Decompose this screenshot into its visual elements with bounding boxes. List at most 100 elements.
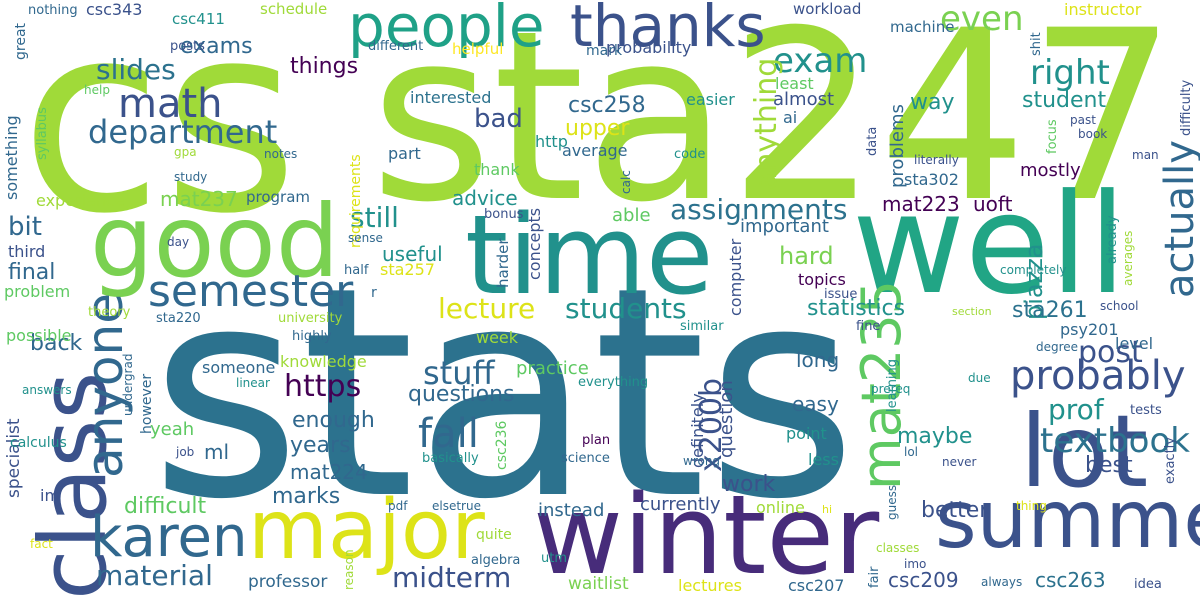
word-week: week bbox=[476, 328, 519, 347]
word-right: right bbox=[1030, 53, 1110, 93]
word-student: student bbox=[1022, 88, 1107, 113]
word-less: less bbox=[808, 450, 839, 469]
word-well: well bbox=[852, 164, 1127, 325]
word-marks: marks bbox=[272, 484, 341, 509]
word-calculus: calculus bbox=[10, 435, 67, 451]
word-average: average bbox=[562, 141, 628, 160]
word-enough: enough bbox=[292, 408, 375, 433]
word-gpa: gpa bbox=[174, 145, 197, 159]
word-actually: actually bbox=[1157, 140, 1200, 298]
word-university: university bbox=[278, 311, 343, 326]
word-calc: calc bbox=[619, 170, 633, 194]
word-mark: mark bbox=[586, 43, 623, 59]
word-waitlist: waitlist bbox=[568, 574, 629, 594]
word-practice: practice bbox=[516, 358, 589, 379]
word-machine: machine bbox=[890, 18, 955, 36]
word-basically: basically bbox=[422, 451, 479, 466]
word-past: past bbox=[1070, 113, 1096, 127]
word-thank: thank bbox=[474, 160, 520, 179]
word-man: man bbox=[1132, 148, 1159, 162]
word-bit: bit bbox=[8, 212, 42, 242]
word-imo: imo bbox=[904, 557, 927, 571]
word-back: back bbox=[30, 331, 83, 356]
word-science: science bbox=[561, 451, 610, 466]
word-r: r bbox=[371, 285, 377, 301]
word-uoft: uoft bbox=[973, 192, 1013, 216]
word-school: school bbox=[1100, 299, 1139, 313]
word-important: important bbox=[740, 216, 829, 237]
word-highly: highly bbox=[292, 329, 332, 344]
word-things: things bbox=[290, 54, 359, 79]
word-notes: notes bbox=[264, 147, 298, 161]
word-least: least bbox=[775, 74, 814, 93]
word-wrong: wrong bbox=[683, 454, 721, 468]
word-shit: shit bbox=[1029, 32, 1044, 56]
word-way: way bbox=[910, 90, 955, 115]
word-long: long bbox=[796, 348, 840, 372]
word-however: however bbox=[139, 373, 155, 434]
word-completely: completely bbox=[1000, 263, 1067, 277]
word-upper: upper bbox=[565, 116, 630, 141]
word-probably: probably bbox=[1010, 353, 1186, 399]
word-fall: fall bbox=[418, 411, 479, 457]
word-probability: probability bbox=[606, 38, 692, 57]
word-good: good bbox=[90, 183, 340, 300]
word-material: material bbox=[96, 559, 213, 592]
word-easy: easy bbox=[792, 392, 839, 416]
word-maybe: maybe bbox=[897, 424, 973, 449]
word-instructor: instructor bbox=[1064, 0, 1142, 19]
word-interested: interested bbox=[410, 88, 492, 107]
word-utm: utm bbox=[541, 551, 567, 566]
word-half: half bbox=[344, 263, 369, 278]
word-csc263: csc263 bbox=[1035, 568, 1106, 592]
word-final: final bbox=[8, 260, 56, 285]
word-possible: possible bbox=[6, 326, 72, 345]
word-summer: summer bbox=[935, 473, 1200, 566]
word-knowledge: knowledge bbox=[280, 352, 367, 371]
word-question: question bbox=[716, 380, 737, 458]
word-book: book bbox=[1078, 127, 1108, 141]
word-almost: almost bbox=[773, 89, 835, 110]
word-department: department bbox=[88, 113, 278, 151]
word-something: something bbox=[2, 115, 21, 200]
word-csc411: csc411 bbox=[172, 10, 225, 28]
word-problem: problem bbox=[4, 282, 71, 301]
word-csc207: csc207 bbox=[788, 576, 845, 595]
word-study: study bbox=[174, 170, 208, 184]
word-problems: problems bbox=[887, 104, 908, 188]
word-difficulty: difficulty bbox=[1179, 79, 1194, 136]
word-https: https bbox=[284, 369, 362, 404]
word-csc343: csc343 bbox=[86, 0, 143, 19]
word-plan: plan bbox=[582, 433, 611, 448]
word-questions: questions bbox=[408, 382, 515, 407]
word-great: great bbox=[13, 22, 29, 60]
word-experience: experience bbox=[36, 191, 125, 210]
word-thing: thing bbox=[1016, 499, 1047, 513]
word-math: math bbox=[118, 81, 223, 127]
word-tests: tests bbox=[1130, 403, 1162, 418]
word-easier: easier bbox=[686, 90, 735, 109]
word-useful: useful bbox=[382, 242, 443, 266]
word-even: even bbox=[940, 0, 1024, 39]
word-harder: harder bbox=[494, 238, 512, 288]
word-people: people bbox=[348, 0, 545, 60]
word-point: point bbox=[786, 424, 827, 443]
word-bad: bad bbox=[474, 104, 523, 134]
word-linear: linear bbox=[236, 376, 270, 390]
word-textbook: textbook bbox=[1040, 421, 1190, 461]
word-day: day bbox=[167, 235, 190, 249]
word-degree: degree bbox=[1036, 340, 1079, 354]
word-due: due bbox=[968, 371, 991, 385]
word-exam: exam bbox=[773, 41, 868, 81]
word-reason: reason bbox=[342, 549, 356, 590]
word-level: level bbox=[1115, 334, 1154, 353]
word-major: major bbox=[248, 483, 485, 578]
word-topics: topics bbox=[798, 270, 846, 289]
word-elsetrue: elsetrue bbox=[432, 499, 481, 513]
word-bonus: bonus bbox=[484, 207, 524, 222]
word-sta257: sta257 bbox=[380, 260, 435, 279]
word-post: post bbox=[1078, 335, 1143, 370]
word-lol: lol bbox=[904, 445, 919, 459]
word-currently: currently bbox=[640, 494, 721, 515]
word-karen: karen bbox=[90, 505, 248, 570]
